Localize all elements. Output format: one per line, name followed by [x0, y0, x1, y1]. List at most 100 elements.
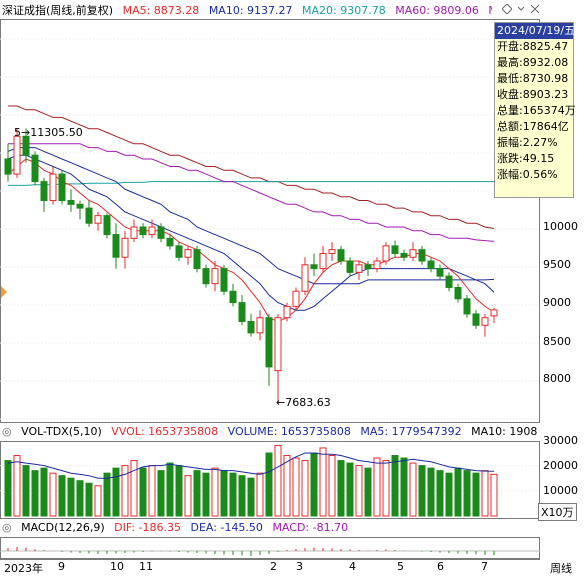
vol-unit-label: X10万	[538, 503, 577, 521]
candle-body	[445, 275, 453, 288]
vol-collapse-icon[interactable]: ◎	[2, 425, 12, 438]
diamond-icon[interactable]	[502, 4, 512, 14]
tooltip-low: 最低:8730.98	[497, 72, 569, 85]
candle-body	[436, 268, 444, 277]
volume-bar	[382, 460, 390, 517]
time-axis-label: 6	[437, 560, 444, 573]
volume-bar	[490, 473, 498, 517]
candle-body	[31, 154, 39, 183]
chart-edge-marker[interactable]	[1, 286, 7, 298]
high-marker-label: 5→11305.50	[14, 126, 83, 139]
candle-body	[85, 207, 93, 224]
volume-bar	[148, 465, 156, 517]
volume-bar	[400, 457, 408, 517]
time-axis-label: 7	[481, 560, 488, 573]
candle-body	[328, 249, 336, 254]
collapse-icon[interactable]	[516, 4, 526, 14]
volume-bar	[211, 467, 219, 517]
price-chart[interactable]	[0, 19, 540, 423]
volume-bar	[328, 455, 336, 517]
volume-bar	[76, 480, 84, 517]
volume-bar	[292, 457, 300, 517]
volume-bar	[274, 444, 282, 517]
macd-panel[interactable]	[0, 537, 540, 559]
vol-ma10-value: MA10: 19081147	[471, 425, 538, 438]
ma10-line	[7, 154, 495, 311]
candle-body	[472, 313, 480, 326]
candle-body	[454, 286, 462, 300]
volume-bar	[247, 477, 255, 517]
volume-bar	[337, 460, 345, 517]
high-value: 11305.50	[30, 126, 83, 139]
price-chart-panel[interactable]	[0, 19, 540, 423]
close-icon[interactable]	[530, 4, 540, 14]
vol-title: VOL-TDX(5,10)	[21, 425, 102, 438]
candle-body	[373, 260, 381, 270]
macd-chart[interactable]	[0, 537, 540, 559]
low-value: 7683.63	[285, 396, 331, 409]
candle-body	[481, 317, 489, 326]
vol-axis-label: 10000	[543, 484, 578, 497]
price-axis-label: 9000	[543, 296, 571, 309]
candle-body	[148, 226, 156, 236]
candle-body	[175, 245, 183, 258]
vol-axis-label: 20000	[543, 459, 578, 472]
volume-bar	[31, 470, 39, 517]
volume-bar	[94, 485, 102, 517]
volume-chart[interactable]	[0, 441, 540, 519]
volume-bar	[166, 462, 174, 517]
candle-body	[247, 321, 255, 334]
vol-axis-label: 30000	[543, 434, 578, 447]
volume-bar	[157, 470, 165, 517]
time-axis-label: 11	[139, 560, 153, 573]
candle-body	[409, 249, 417, 258]
candle-body	[238, 302, 246, 323]
volume-bar	[4, 460, 12, 517]
candle-body	[418, 249, 426, 262]
tooltip-change-pct: 涨幅:0.56%	[497, 168, 558, 181]
candle-body	[283, 305, 291, 319]
time-axis-label: 9	[58, 560, 65, 573]
volume-bar	[202, 472, 210, 517]
vvol-value: VVOL: 1653735808	[111, 425, 219, 438]
price-axis-label: 8500	[543, 335, 571, 348]
price-axis-label: 8000	[543, 372, 571, 385]
candle-body	[202, 268, 210, 285]
volume-bar	[301, 460, 309, 517]
candle-body	[229, 290, 237, 304]
period-label[interactable]: 周线	[550, 562, 572, 575]
candle-body	[184, 249, 192, 258]
volume-bar	[445, 472, 453, 517]
candle-body	[13, 135, 21, 175]
volume-bar	[121, 465, 129, 517]
volume-bar	[139, 467, 147, 517]
volume-bar	[391, 455, 399, 517]
volume-bar	[85, 482, 93, 517]
ma60-value: MA60: 9809.06	[395, 4, 479, 17]
volume-bar	[175, 465, 183, 517]
time-axis-label: 3	[296, 560, 303, 573]
ma250-line	[8, 181, 494, 186]
candle-body	[490, 309, 498, 317]
candle-body	[382, 245, 390, 262]
price-axis-label: 10000	[543, 220, 578, 233]
volume-bar	[238, 475, 246, 517]
volume-bar	[481, 470, 489, 517]
volume-bar	[67, 477, 75, 517]
candle-body	[274, 317, 282, 372]
volume-bar	[265, 452, 273, 517]
candle-body	[265, 317, 273, 368]
volume-bar	[220, 470, 228, 517]
candle-body	[400, 252, 408, 258]
time-axis-label: 2023年	[4, 562, 43, 575]
ma20-line	[7, 147, 495, 285]
tooltip-date: 2024/07/19/五	[495, 23, 576, 39]
volume-bar	[103, 472, 111, 517]
time-axis-label: 4	[349, 560, 356, 573]
candle-body	[58, 173, 66, 202]
candle-body	[391, 245, 399, 254]
macd-collapse-icon[interactable]: ◎	[2, 521, 12, 534]
macd-title: MACD(12,26,9)	[21, 521, 105, 534]
candle-body	[292, 290, 300, 307]
volume-panel[interactable]	[0, 441, 540, 519]
